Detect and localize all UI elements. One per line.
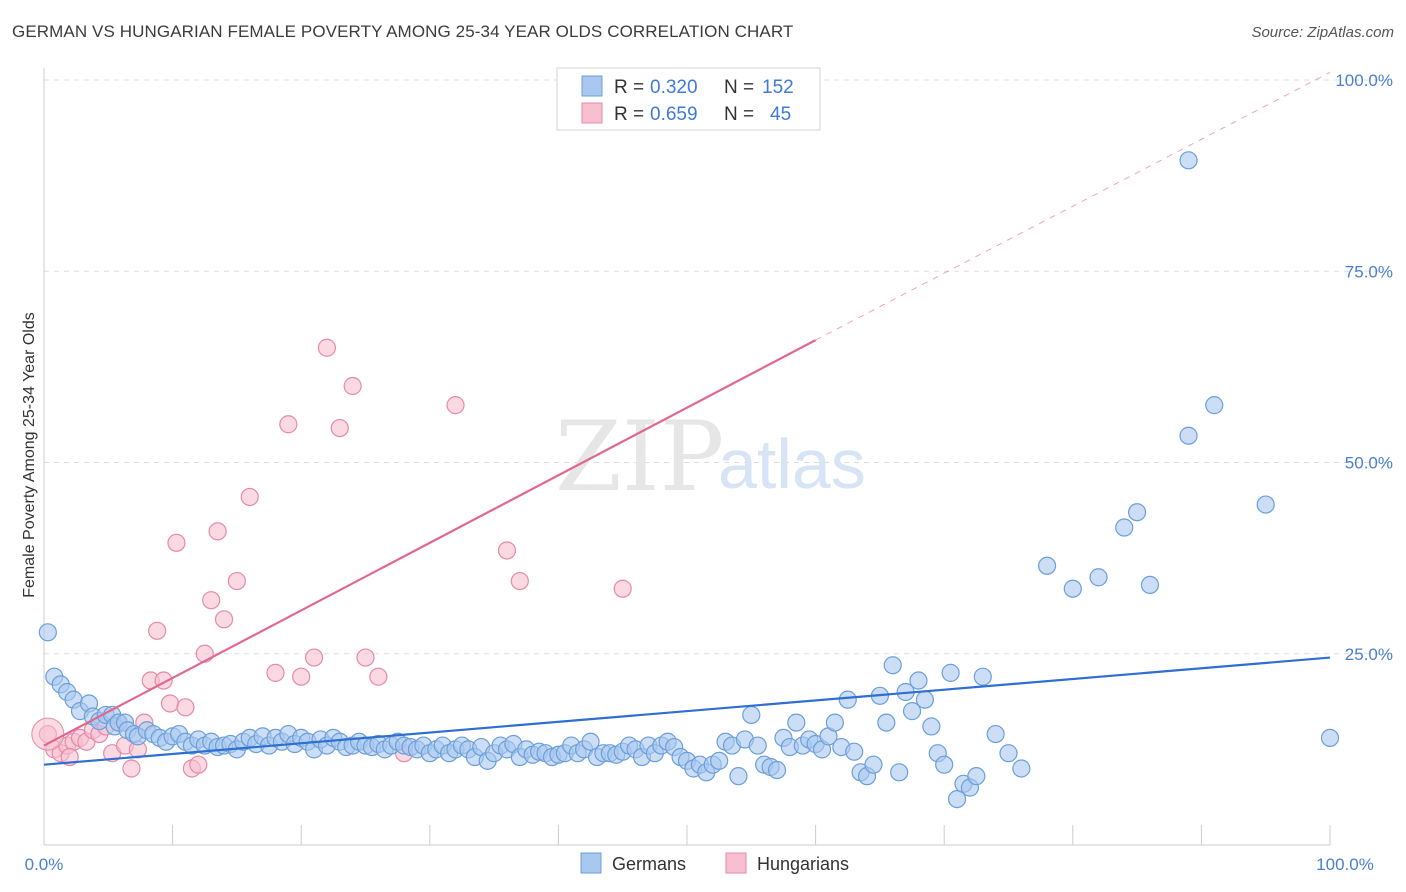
hungarian-point bbox=[510, 571, 529, 591]
german-point bbox=[986, 724, 1005, 744]
axes bbox=[43, 68, 1331, 846]
y-tick-label: 100.0% bbox=[1335, 71, 1393, 90]
bottom-legend-hungarians: Hungarians bbox=[757, 854, 849, 874]
y-tick-labels: 25.0% 50.0% 75.0% 100.0% bbox=[1335, 71, 1393, 664]
trend-lines bbox=[43, 71, 1331, 766]
german-trend-line bbox=[43, 656, 1331, 766]
german-point bbox=[710, 751, 729, 770]
german-point bbox=[947, 789, 967, 809]
hungarian-point bbox=[160, 694, 180, 713]
hungarian-trend-line bbox=[43, 339, 817, 747]
legend-n-value-1: 152 bbox=[762, 77, 794, 98]
watermark-atlas: atlas bbox=[718, 425, 866, 503]
german-point bbox=[877, 713, 896, 732]
hungarian-point bbox=[266, 663, 285, 682]
y-tick-label: 50.0% bbox=[1345, 454, 1393, 473]
hungarian-point bbox=[214, 610, 234, 629]
x-tick-label-min: 0.0% bbox=[25, 855, 64, 874]
german-point bbox=[999, 744, 1018, 763]
hungarian-point bbox=[176, 698, 195, 717]
german-point bbox=[973, 667, 992, 686]
german-point bbox=[890, 763, 909, 782]
german-point bbox=[1256, 495, 1275, 514]
hungarian-trend-extension bbox=[815, 71, 1331, 341]
hungarian-point bbox=[202, 591, 221, 610]
hungarian-point bbox=[343, 376, 362, 396]
german-point bbox=[767, 760, 787, 780]
legend-r-label-1: R = bbox=[614, 77, 644, 98]
german-point bbox=[864, 755, 883, 774]
hungarian-point bbox=[497, 541, 517, 560]
bottom-legend-swatch-germans bbox=[580, 852, 602, 874]
hungarian-point bbox=[240, 487, 259, 507]
german-point bbox=[1179, 151, 1198, 170]
german-point bbox=[729, 767, 748, 786]
watermark-zip: ZIP bbox=[555, 401, 724, 513]
hungarian-point bbox=[317, 338, 337, 357]
hungarian-point bbox=[31, 717, 65, 751]
german-point bbox=[1089, 568, 1108, 587]
legend-n-label-1: N = bbox=[724, 77, 754, 98]
legend-r-value-1: 0.320 bbox=[650, 77, 698, 98]
hungarian-point bbox=[330, 418, 349, 438]
hungarian-point bbox=[446, 396, 465, 415]
german-point bbox=[902, 702, 922, 721]
hungarian-point bbox=[369, 667, 388, 686]
german-point bbox=[748, 736, 767, 755]
stats-legend: R = 0.320 N = 152 R = 0.659 N = 45 bbox=[556, 67, 821, 131]
x-tick-label-max: 100.0% bbox=[1316, 855, 1374, 874]
series-legend: Germans Hungarians bbox=[580, 852, 849, 874]
hungarian-point bbox=[613, 579, 632, 598]
german-point bbox=[967, 767, 986, 786]
german-point bbox=[742, 705, 761, 725]
german-point bbox=[1140, 575, 1160, 595]
german-point bbox=[1063, 579, 1082, 598]
hungarian-point bbox=[167, 533, 186, 552]
german-point bbox=[787, 713, 806, 732]
german-point bbox=[922, 717, 941, 736]
hungarian-point bbox=[356, 648, 375, 667]
source-credit: Source: ZipAtlas.com bbox=[1251, 24, 1394, 41]
german-point bbox=[1179, 426, 1198, 445]
german-point bbox=[935, 755, 954, 774]
bottom-legend-germans: Germans bbox=[612, 854, 686, 874]
german-point bbox=[909, 671, 928, 690]
german-point bbox=[915, 690, 935, 709]
german-point bbox=[941, 663, 960, 682]
hungarian-point bbox=[304, 648, 324, 667]
y-tick-label: 75.0% bbox=[1345, 262, 1393, 281]
bottom-legend-swatch-hungarians bbox=[725, 852, 747, 874]
german-point bbox=[1320, 728, 1340, 748]
legend-n-value-2: 45 bbox=[770, 104, 791, 125]
legend-swatch-hungarians bbox=[581, 102, 603, 124]
german-point bbox=[838, 690, 857, 709]
german-point bbox=[581, 732, 600, 751]
german-point bbox=[845, 742, 864, 761]
legend-r-value-2: 0.659 bbox=[650, 104, 698, 125]
gridlines bbox=[44, 79, 1392, 655]
legend-n-label-2: N = bbox=[724, 104, 754, 125]
chart-title: GERMAN VS HUNGARIAN FEMALE POVERTY AMONG… bbox=[12, 22, 794, 41]
hungarian-point bbox=[279, 415, 298, 434]
hungarian-point bbox=[208, 522, 227, 541]
hungarian-point bbox=[189, 755, 208, 774]
hungarian-point bbox=[122, 759, 141, 778]
german-point bbox=[883, 656, 902, 675]
y-tick-label: 25.0% bbox=[1345, 645, 1393, 664]
german-point bbox=[38, 623, 57, 642]
german-point bbox=[1012, 759, 1031, 778]
legend-r-label-2: R = bbox=[614, 104, 644, 125]
hungarian-point bbox=[148, 621, 167, 640]
hungarian-point bbox=[227, 571, 246, 591]
hungarian-point bbox=[195, 644, 214, 663]
german-point bbox=[1127, 503, 1147, 522]
german-point bbox=[825, 713, 844, 732]
german-point bbox=[1205, 396, 1224, 415]
hungarian-point bbox=[292, 667, 311, 686]
german-point bbox=[1115, 518, 1134, 537]
legend-swatch-germans bbox=[581, 75, 603, 97]
y-axis-label: Female Poverty Among 25-34 Year Olds bbox=[21, 312, 38, 598]
german-point bbox=[1037, 556, 1057, 575]
